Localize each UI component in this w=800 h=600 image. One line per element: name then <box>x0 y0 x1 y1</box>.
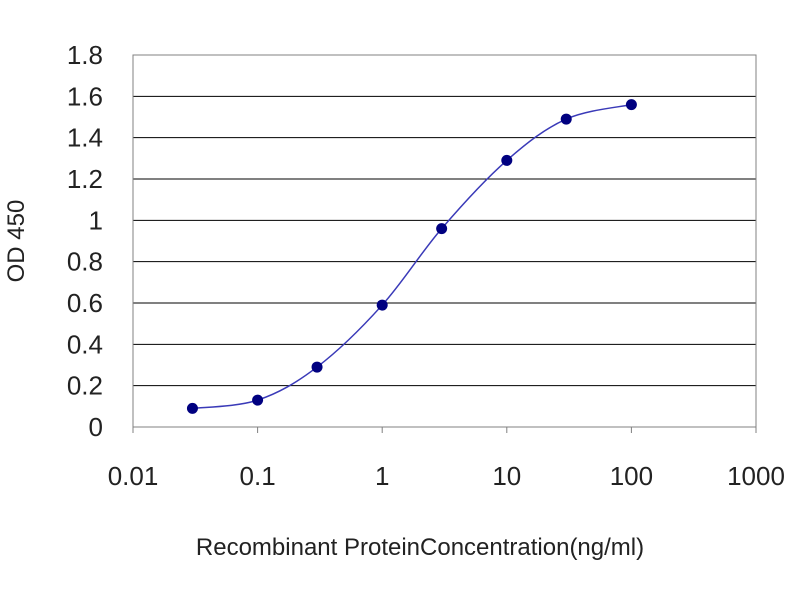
y-tick-label: 1.4 <box>67 123 103 153</box>
x-tick-label: 1 <box>375 461 389 491</box>
data-point <box>501 154 513 166</box>
x-tick-label: 0.01 <box>108 461 159 491</box>
x-tick-labels: 0.01 0.1 1 10 100 1000 <box>108 427 785 491</box>
x-tick-label: 10 <box>492 461 521 491</box>
series-line <box>192 103 632 410</box>
x-tick-label: 1000 <box>727 461 785 491</box>
x-tick-label: 0.1 <box>240 461 276 491</box>
data-points <box>186 99 637 414</box>
gridlines <box>133 95 756 387</box>
y-tick-label: 0.4 <box>67 329 103 359</box>
y-tick-label: 1.6 <box>67 81 103 111</box>
y-axis-title: OD 450 <box>3 200 30 283</box>
x-axis-title: Recombinant ProteinConcentration(ng/ml) <box>196 534 644 561</box>
y-tick-label: 0.2 <box>67 371 103 401</box>
y-tick-label: 1.8 <box>67 40 103 70</box>
data-point <box>186 402 198 414</box>
plot-frame <box>132 54 757 428</box>
data-point <box>625 99 637 111</box>
data-point <box>252 394 264 406</box>
y-tick-label: 1.2 <box>67 164 103 194</box>
y-tick-label: 0.8 <box>67 247 103 277</box>
y-tick-label: 0.6 <box>67 288 103 318</box>
y-tick-label: 0 <box>89 412 103 442</box>
data-point <box>560 113 572 125</box>
series-lines <box>192 103 632 410</box>
data-point <box>436 223 448 235</box>
data-point <box>311 361 323 373</box>
y-tick-labels: 0 0.2 0.4 0.6 0.8 1 1.2 1.4 1.6 1.8 <box>67 40 103 442</box>
y-tick-label: 1 <box>89 205 103 235</box>
data-point <box>376 299 388 311</box>
x-tick-label: 100 <box>610 461 653 491</box>
